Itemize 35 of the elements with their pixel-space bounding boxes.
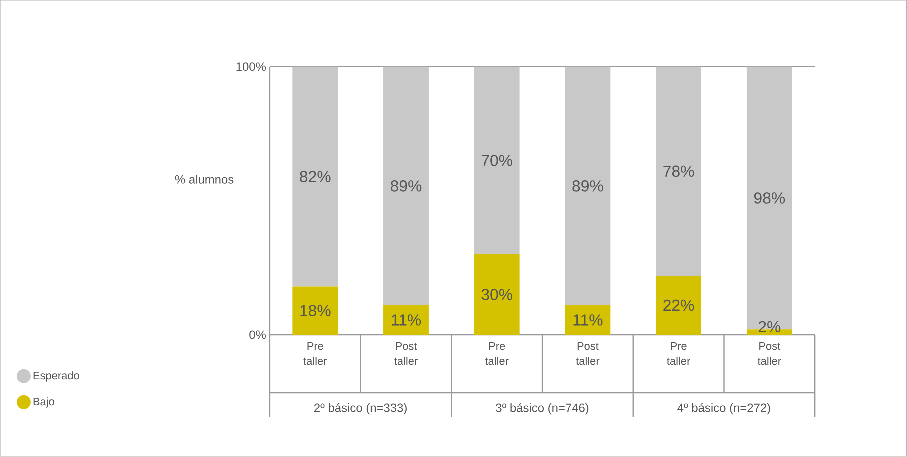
data-label: 89% (390, 180, 422, 192)
x-tick-label: Pre taller (304, 342, 328, 366)
bar (292, 66, 338, 287)
data-label: 11% (392, 314, 422, 326)
data-label: 78% (664, 166, 694, 178)
bar (565, 306, 611, 336)
y-tick-label: 0% (250, 330, 266, 340)
text: 2º básico (n=333) (314, 403, 407, 415)
bar (384, 306, 429, 336)
y-tick-label: 100% (236, 62, 266, 72)
x-tick-label: Post taller (394, 342, 418, 366)
data-label: 11% (574, 314, 603, 326)
bar (292, 286, 338, 336)
x-tick-label: Pre taller (485, 342, 509, 366)
data-label: 30% (482, 289, 512, 300)
text: 3º básico (n=746) (496, 403, 589, 415)
x-tick-label: Post taller (576, 342, 600, 366)
data-label: 82% (300, 171, 331, 182)
bar (565, 66, 611, 306)
data-label: 89% (572, 180, 604, 192)
text: 4º básico (n=272) (678, 403, 770, 415)
bar (656, 276, 702, 336)
data-label: 70% (482, 155, 512, 166)
x-tick-label: Post taller (758, 342, 782, 366)
data-label: 18% (300, 305, 331, 317)
bar (656, 66, 702, 276)
data-label: 22% (664, 300, 694, 312)
data-label: 98% (754, 192, 786, 204)
legend-label: Esperado (34, 372, 80, 382)
x-tick-label: Pre taller (667, 342, 690, 366)
bar (384, 66, 429, 306)
y-axis-title: % alumnos (175, 175, 234, 184)
bar (474, 254, 520, 336)
legend-label: Bajo (34, 398, 54, 408)
bar (474, 66, 520, 255)
